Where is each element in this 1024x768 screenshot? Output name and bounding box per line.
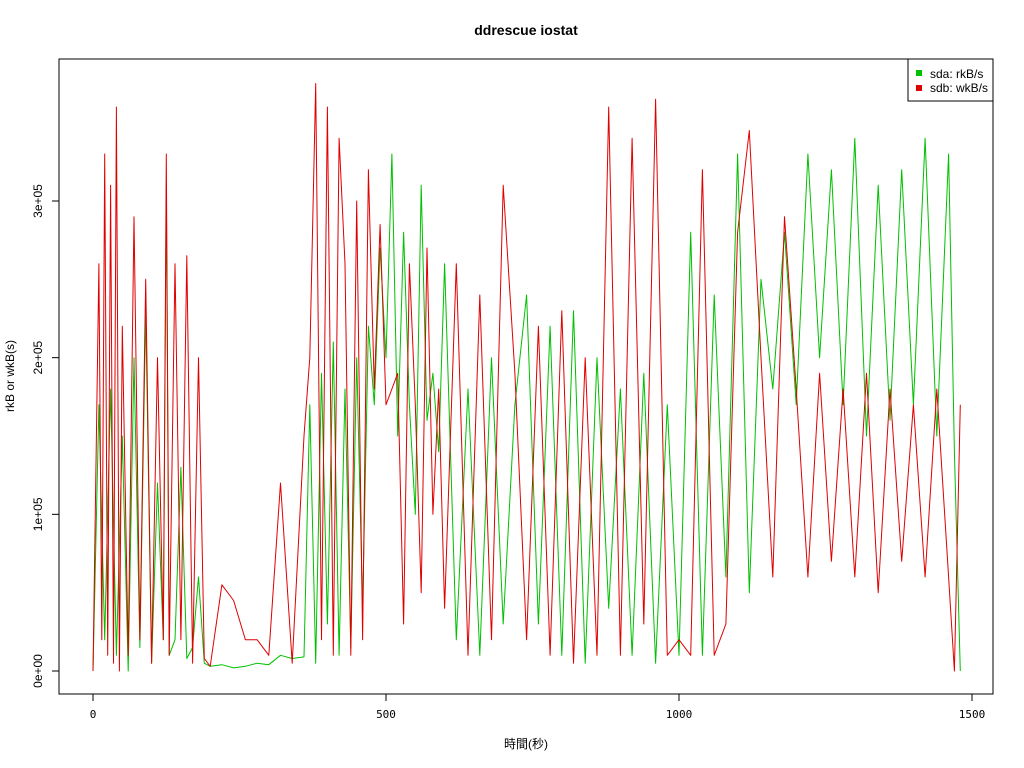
x-tick-label: 1000 (666, 708, 693, 721)
y-tick-label: 1e+05 (31, 497, 45, 531)
y-axis-label: rkB or wkB(s) (3, 340, 17, 412)
x-axis: 0 500 1000 1500 (90, 693, 986, 721)
x-tick-label: 1500 (959, 708, 986, 721)
legend-label-sda: sda: rkB/s (930, 67, 983, 81)
x-tick-label: 0 (90, 708, 97, 721)
legend-box (907, 58, 994, 102)
y-tick-label: 3e+05 (31, 184, 45, 218)
series-line-sda (92, 137, 961, 672)
x-axis-label: 時間(秒) (504, 737, 548, 751)
legend: sda: rkB/s sdb: wkB/s (907, 58, 994, 102)
y-tick-label: 0e+00 (31, 654, 45, 688)
series-layer (92, 83, 961, 672)
legend-swatch-sda (916, 70, 922, 76)
chart-title: ddrescue iostat (474, 22, 578, 38)
y-tick-label: 2e+05 (31, 340, 45, 374)
series-line-sdb (92, 83, 961, 672)
legend-swatch-sdb (916, 85, 922, 91)
legend-label-sdb: sdb: wkB/s (930, 81, 988, 95)
y-axis: 0e+00 1e+05 2e+05 3e+05 (31, 184, 60, 688)
x-tick-label: 500 (376, 708, 396, 721)
